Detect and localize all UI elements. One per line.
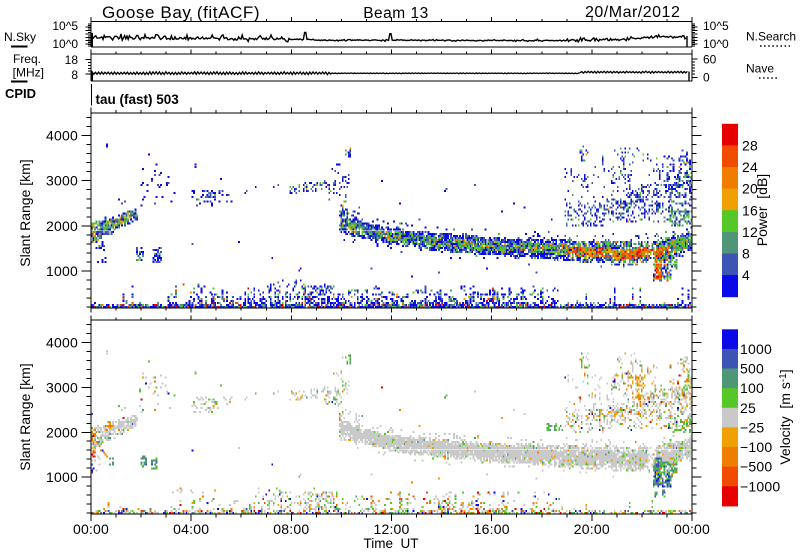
svg-text:16: 16 [742, 202, 758, 218]
svg-text:Slant Range [km]: Slant Range [km] [17, 363, 33, 470]
svg-text:00:00: 00:00 [73, 521, 109, 537]
svg-text:18: 18 [65, 53, 79, 67]
svg-text:8: 8 [71, 68, 78, 82]
svg-text:3000: 3000 [46, 379, 78, 395]
svg-text:Velocity [m s-1]: Velocity [m s-1] [777, 369, 793, 464]
svg-text:12: 12 [742, 224, 758, 240]
svg-text:−100: −100 [740, 439, 772, 455]
svg-text:3000: 3000 [46, 173, 78, 189]
svg-text:tau (fast) 503: tau (fast) 503 [96, 92, 180, 107]
svg-text:2000: 2000 [46, 424, 78, 440]
svg-text:Freq.: Freq. [13, 52, 41, 66]
svg-text:Power [dB]: Power [dB] [754, 174, 770, 246]
svg-text:N.Sky: N.Sky [4, 30, 36, 44]
svg-text:12:00: 12:00 [373, 521, 409, 537]
svg-text:4: 4 [742, 267, 750, 283]
svg-text:2000: 2000 [46, 218, 78, 234]
svg-text:08:00: 08:00 [273, 521, 309, 537]
svg-text:4000: 4000 [46, 128, 78, 144]
svg-text:500: 500 [740, 361, 764, 377]
svg-text:28: 28 [742, 137, 758, 153]
svg-text:1000: 1000 [46, 469, 78, 485]
svg-text:−500: −500 [740, 459, 772, 475]
svg-text:16:00: 16:00 [474, 521, 510, 537]
svg-text:Beam 13: Beam 13 [363, 5, 429, 22]
svg-text:25: 25 [740, 400, 756, 416]
svg-text:20/Mar/2012: 20/Mar/2012 [585, 4, 680, 21]
svg-text:10^5: 10^5 [52, 19, 78, 33]
svg-text:10^0: 10^0 [52, 37, 78, 51]
svg-text:100: 100 [740, 380, 764, 396]
svg-text:1000: 1000 [740, 341, 772, 357]
svg-text:Slant Range [km]: Slant Range [km] [17, 159, 33, 266]
svg-text:1000: 1000 [46, 263, 78, 279]
svg-text:4000: 4000 [46, 334, 78, 350]
svg-text:8: 8 [742, 245, 750, 261]
svg-text:20:00: 20:00 [574, 521, 610, 537]
svg-text:04:00: 04:00 [173, 521, 209, 537]
svg-text:Time UT: Time UT [364, 536, 419, 551]
svg-text:[MHz]: [MHz] [13, 66, 44, 80]
svg-text:Nave: Nave [746, 62, 774, 76]
svg-text:10^5: 10^5 [703, 19, 729, 33]
svg-text:00:00: 00:00 [674, 521, 710, 537]
svg-text:20: 20 [742, 181, 758, 197]
svg-text:10^0: 10^0 [703, 37, 729, 51]
svg-text:60: 60 [703, 53, 717, 67]
svg-text:CPID: CPID [5, 86, 36, 101]
svg-text:−1000: −1000 [740, 478, 780, 494]
svg-text:−25: −25 [740, 419, 764, 435]
svg-text:24: 24 [742, 159, 758, 175]
svg-text:Goose Bay (fitACF): Goose Bay (fitACF) [102, 3, 260, 22]
svg-text:N.Search: N.Search [746, 30, 796, 44]
svg-text:0: 0 [703, 71, 710, 85]
